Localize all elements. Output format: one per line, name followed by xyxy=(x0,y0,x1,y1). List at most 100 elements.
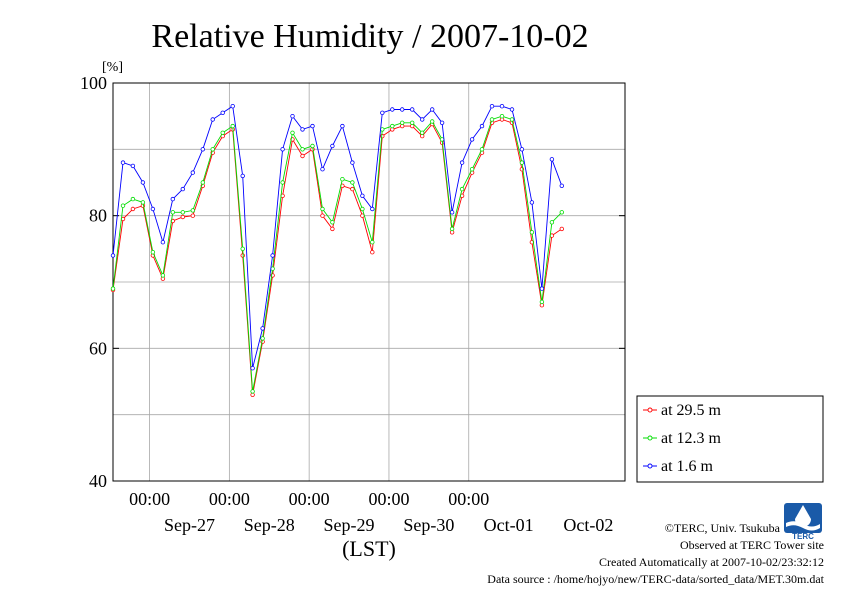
data-point xyxy=(410,107,415,112)
x-date-label: Sep-30 xyxy=(403,515,454,535)
data-point xyxy=(439,137,445,142)
data-point xyxy=(130,206,136,212)
data-point xyxy=(360,206,365,212)
data-point xyxy=(380,110,385,115)
data-point xyxy=(170,210,175,215)
data-point xyxy=(559,210,564,215)
data-point xyxy=(370,206,375,212)
credit-created: Created Automatically at 2007-10-02/23:3… xyxy=(599,555,824,569)
data-point xyxy=(250,366,255,371)
data-point xyxy=(260,336,265,341)
data-point xyxy=(340,176,345,182)
series-2 xyxy=(110,103,564,371)
axis-ticks: 40 60 80 100 00:00 00:00 00:00 00:00 00:00 Sep-27… xyxy=(80,73,625,535)
data-point xyxy=(430,119,435,124)
data-point xyxy=(120,160,126,165)
data-point xyxy=(400,120,405,125)
legend-swatch-marker xyxy=(647,435,653,441)
data-point xyxy=(260,326,265,331)
x-date-label: Sep-29 xyxy=(324,515,375,535)
data-point xyxy=(539,299,545,305)
data-point xyxy=(300,153,305,159)
credit-observed: Observed at TERC Tower site xyxy=(680,538,824,552)
data-point xyxy=(449,226,455,232)
data-point xyxy=(320,213,325,218)
data-point xyxy=(190,208,195,213)
data-point xyxy=(410,120,415,125)
terc-logo: TERC xyxy=(784,503,822,541)
data-point xyxy=(220,110,225,115)
data-point xyxy=(499,103,505,109)
data-point xyxy=(360,193,365,198)
data-point xyxy=(459,186,465,192)
data-point xyxy=(330,143,335,149)
y-axis-unit: [%] xyxy=(102,60,123,75)
data-point xyxy=(400,107,405,112)
data-point xyxy=(230,123,235,129)
data-point xyxy=(350,160,355,165)
x-time-label: 00:00 xyxy=(448,489,489,509)
credit-copyright: ©TERC, Univ. Tsukuba xyxy=(665,521,781,535)
data-point xyxy=(220,130,225,135)
legend-label: at 1.6 m xyxy=(661,458,714,475)
data-point xyxy=(330,220,335,225)
data-point xyxy=(180,186,185,192)
data-point xyxy=(539,286,545,291)
series-line xyxy=(112,119,563,395)
data-point xyxy=(340,123,345,129)
data-point xyxy=(420,117,425,122)
data-point xyxy=(250,389,255,394)
data-point xyxy=(430,107,435,112)
logo-lettering: TERC xyxy=(792,532,814,541)
credit-source: Data source : /home/hojyo/new/TERC-data/… xyxy=(487,572,824,586)
data-point xyxy=(240,246,245,251)
x-axis-title: (LST) xyxy=(342,536,396,561)
data-point xyxy=(330,226,335,232)
data-point xyxy=(150,249,156,255)
series-line xyxy=(112,105,563,369)
data-point xyxy=(200,180,205,185)
legend-swatch-marker xyxy=(647,407,653,413)
data-point xyxy=(479,123,485,129)
data-point xyxy=(469,137,475,142)
data-point xyxy=(240,173,245,179)
data-point xyxy=(130,196,136,202)
data-point xyxy=(559,226,564,232)
data-point xyxy=(489,117,495,122)
data-point xyxy=(110,286,116,291)
data-point xyxy=(390,123,395,129)
data-point xyxy=(180,210,185,215)
data-point xyxy=(509,107,515,112)
x-date-label: Sep-28 xyxy=(244,515,295,535)
data-point xyxy=(350,180,355,185)
data-point xyxy=(310,143,315,149)
series-line xyxy=(112,115,563,392)
x-time-label: 00:00 xyxy=(129,489,170,509)
data-point xyxy=(110,253,116,258)
data-point xyxy=(549,220,555,225)
data-point xyxy=(370,239,375,245)
data-point xyxy=(499,113,505,119)
data-point xyxy=(300,127,305,132)
data-point xyxy=(509,117,515,122)
chart-title: Relative Humidity / 2007-10-02 xyxy=(151,18,588,55)
y-tick-label: 60 xyxy=(89,338,107,358)
data-point xyxy=(489,103,495,109)
data-point xyxy=(519,160,525,165)
data-point xyxy=(320,206,325,212)
data-point xyxy=(170,196,175,202)
data-point xyxy=(160,273,166,278)
data-point xyxy=(300,147,305,152)
data-point xyxy=(370,249,375,255)
data-point xyxy=(190,213,195,218)
data-point xyxy=(150,206,156,212)
data-point xyxy=(210,117,215,122)
x-time-label: 00:00 xyxy=(209,489,250,509)
plot-frame xyxy=(112,82,626,482)
x-time-label: 00:00 xyxy=(368,489,409,509)
data-point xyxy=(380,133,385,139)
data-point xyxy=(200,147,205,152)
data-point xyxy=(350,186,355,192)
data-point xyxy=(469,166,475,172)
